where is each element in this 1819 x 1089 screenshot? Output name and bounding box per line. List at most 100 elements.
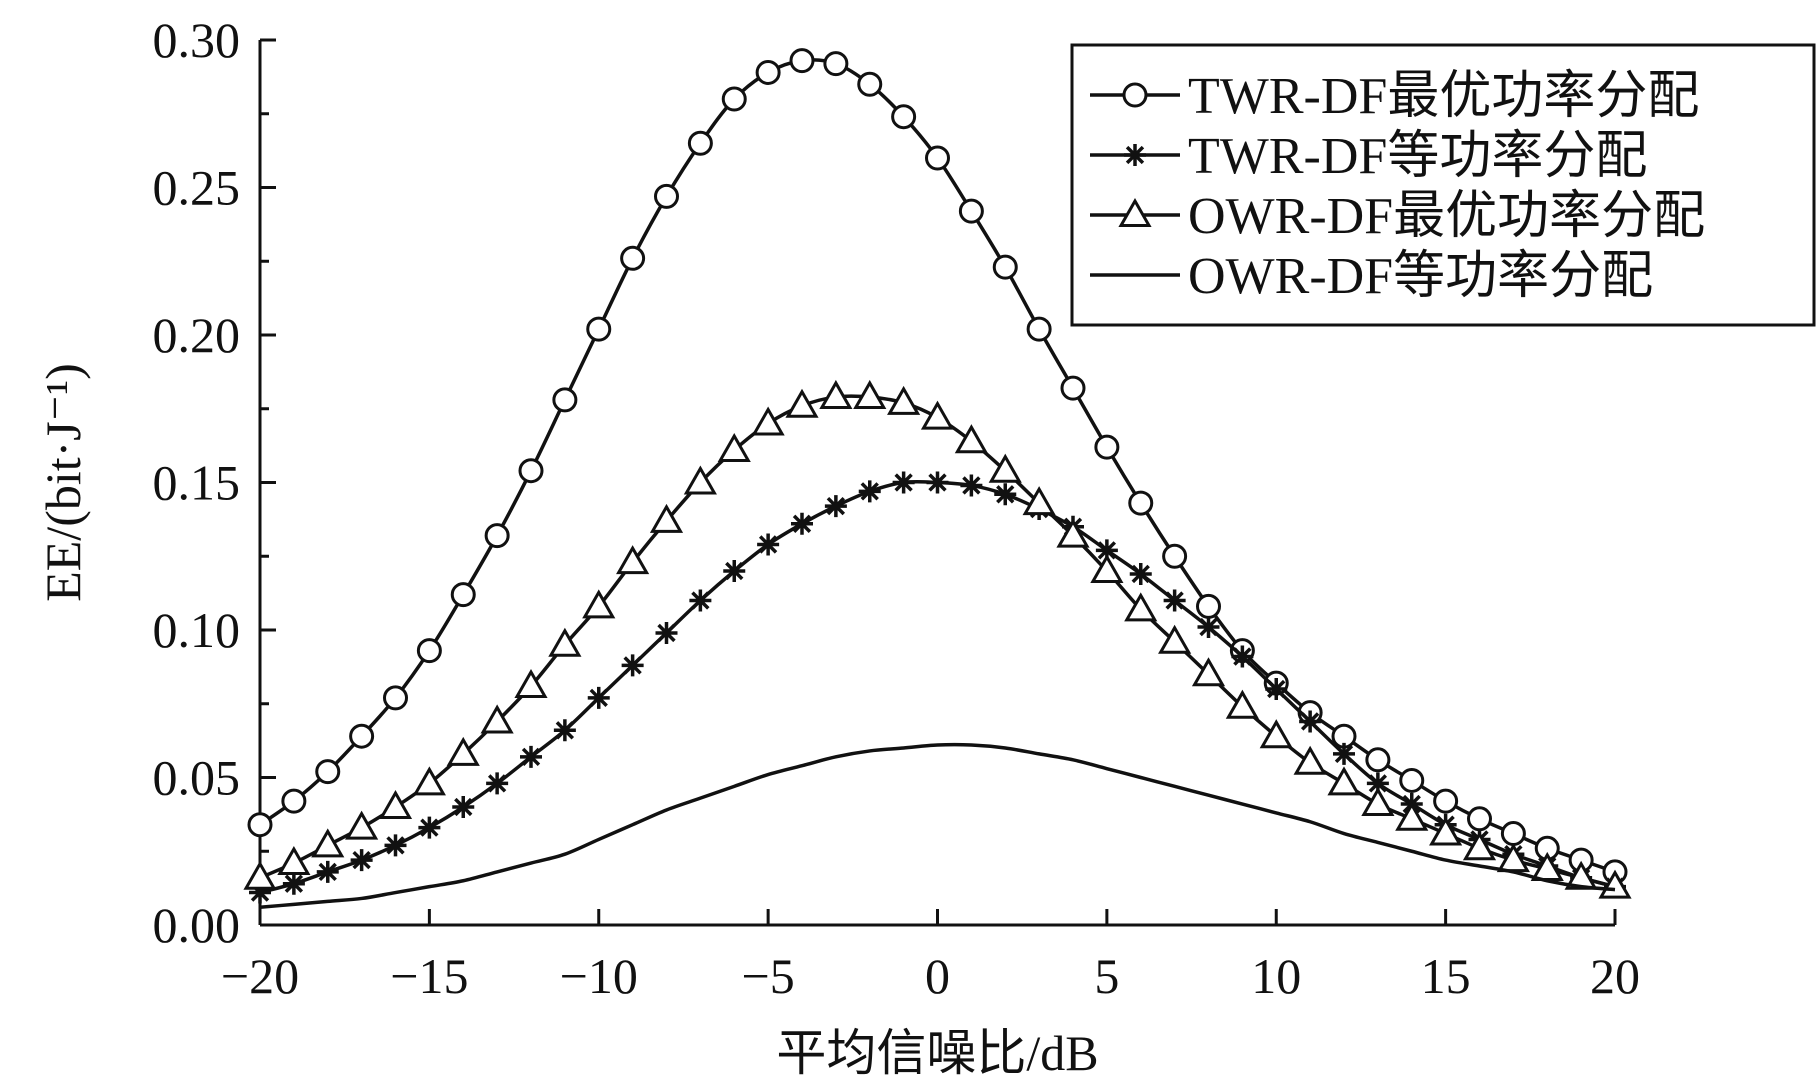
data-point-triangle [683,465,717,495]
data-point-circle [654,183,679,209]
x-tick-label: −20 [221,948,299,1004]
data-point-triangle [819,379,853,409]
data-point-triangle [1598,869,1632,899]
data-point-triangle [446,736,480,766]
data-point-triangle [853,379,887,409]
data-point-asterisk [452,796,475,818]
data-point-circle [586,316,612,342]
data-point-asterisk [757,533,780,556]
data-point-circle [416,638,442,664]
data-point-triangle [920,400,955,430]
data-point-asterisk [1265,678,1288,700]
data-point-triangle [649,503,684,533]
data-point-circle [484,523,510,549]
data-point-circle [992,254,1018,280]
data-point-circle [1365,747,1391,773]
data-point-asterisk [1129,562,1152,585]
data-point-triangle [1090,553,1124,583]
data-point-circle [1500,821,1526,847]
y-tick-label: 0.20 [153,307,241,363]
data-point-triangle [1429,816,1463,846]
data-point-circle [925,145,950,171]
data-point-circle [958,198,984,224]
y-axis-title: EE/(bit·J⁻¹) [35,363,91,602]
data-point-circle [383,685,408,711]
legend-label: OWR-DF等功率分配 [1188,248,1653,305]
data-point-triangle [785,388,819,418]
data-point-asterisk [791,512,813,535]
data-point-asterisk [689,589,712,612]
data-point-triangle [480,704,514,734]
data-point-triangle [378,789,413,819]
y-tick-label: 0.30 [153,12,241,68]
data-point-triangle [311,828,345,858]
legend-item: TWR-DF等功率分配 [1090,128,1647,185]
legend-items: TWR-DF最优功率分配TWR-DF等功率分配OWR-DF最优功率分配OWR-D… [1090,68,1705,305]
data-point-asterisk [1333,742,1355,765]
legend-label: TWR-DF最优功率分配 [1188,68,1699,125]
series-3 [243,379,1632,899]
data-point-circle [1196,593,1221,619]
y-tick-label: 0.00 [153,897,241,953]
data-point-asterisk [621,654,644,677]
data-point-asterisk [994,483,1017,506]
series-line [259,742,1616,910]
x-tick-label: −15 [390,948,468,1004]
data-point-asterisk [824,495,847,518]
data-point-circle [620,245,646,271]
series-layer [243,48,1632,910]
x-tick-label: −10 [560,948,638,1004]
x-axis-title: 平均信噪比/dB [776,1025,1098,1081]
y-axis-ticks: 0.00 0.05 0.10 0.15 0.20 0.25 0.30 [153,12,276,953]
data-point-circle [721,86,747,112]
data-point-circle [891,104,917,130]
data-point-circle [1026,316,1052,342]
data-point-circle [518,458,544,484]
data-point-triangle [1327,766,1361,796]
data-point-asterisk [384,834,407,857]
data-point-asterisk [1124,144,1146,166]
data-point-triangle [1191,657,1226,687]
data-point-triangle [1293,745,1327,775]
data-point-circle [1094,434,1120,460]
y-tick-label: 0.25 [153,160,241,216]
data-point-triangle [277,846,311,876]
data-point-triangle [1259,719,1293,749]
data-point-triangle [1395,801,1429,831]
y-tick-label: 0.10 [153,602,241,658]
data-point-triangle [514,669,548,699]
legend-item: TWR-DF最优功率分配 [1090,68,1699,125]
data-point-triangle [412,766,446,796]
x-axis-ticks: −20 −15 −10 −5 0 5 10 15 20 [221,909,1640,1004]
data-point-triangle [1225,689,1259,719]
data-point-circle [349,723,375,749]
data-point-asterisk [350,849,373,872]
data-point-triangle [988,453,1022,483]
data-point-asterisk [1095,539,1118,562]
data-point-circle [281,788,307,814]
data-point-asterisk [587,686,610,709]
x-tick-label: −5 [742,948,795,1004]
data-point-triangle [1158,624,1192,654]
x-tick-label: 15 [1421,948,1471,1004]
y-tick-label: 0.15 [153,455,241,511]
legend-label: TWR-DF等功率分配 [1188,128,1647,185]
data-point-triangle [1118,197,1152,227]
data-point-asterisk [1163,589,1186,612]
data-point-circle [687,130,713,156]
data-point-circle [1467,806,1492,832]
x-tick-label: 10 [1251,948,1301,1004]
data-point-asterisk [520,745,542,768]
data-point-circle [857,71,883,97]
data-point-asterisk [1299,710,1322,733]
data-point-circle [1433,788,1459,814]
legend-item: OWR-DF等功率分配 [1090,248,1653,305]
data-point-asterisk [892,471,915,494]
data-point-circle [247,812,273,838]
data-point-triangle [548,627,582,657]
data-point-asterisk [486,772,509,795]
data-point-triangle [1124,592,1158,622]
data-point-triangle [345,810,379,840]
data-point-asterisk [1366,772,1389,795]
data-point-triangle [1462,831,1497,861]
